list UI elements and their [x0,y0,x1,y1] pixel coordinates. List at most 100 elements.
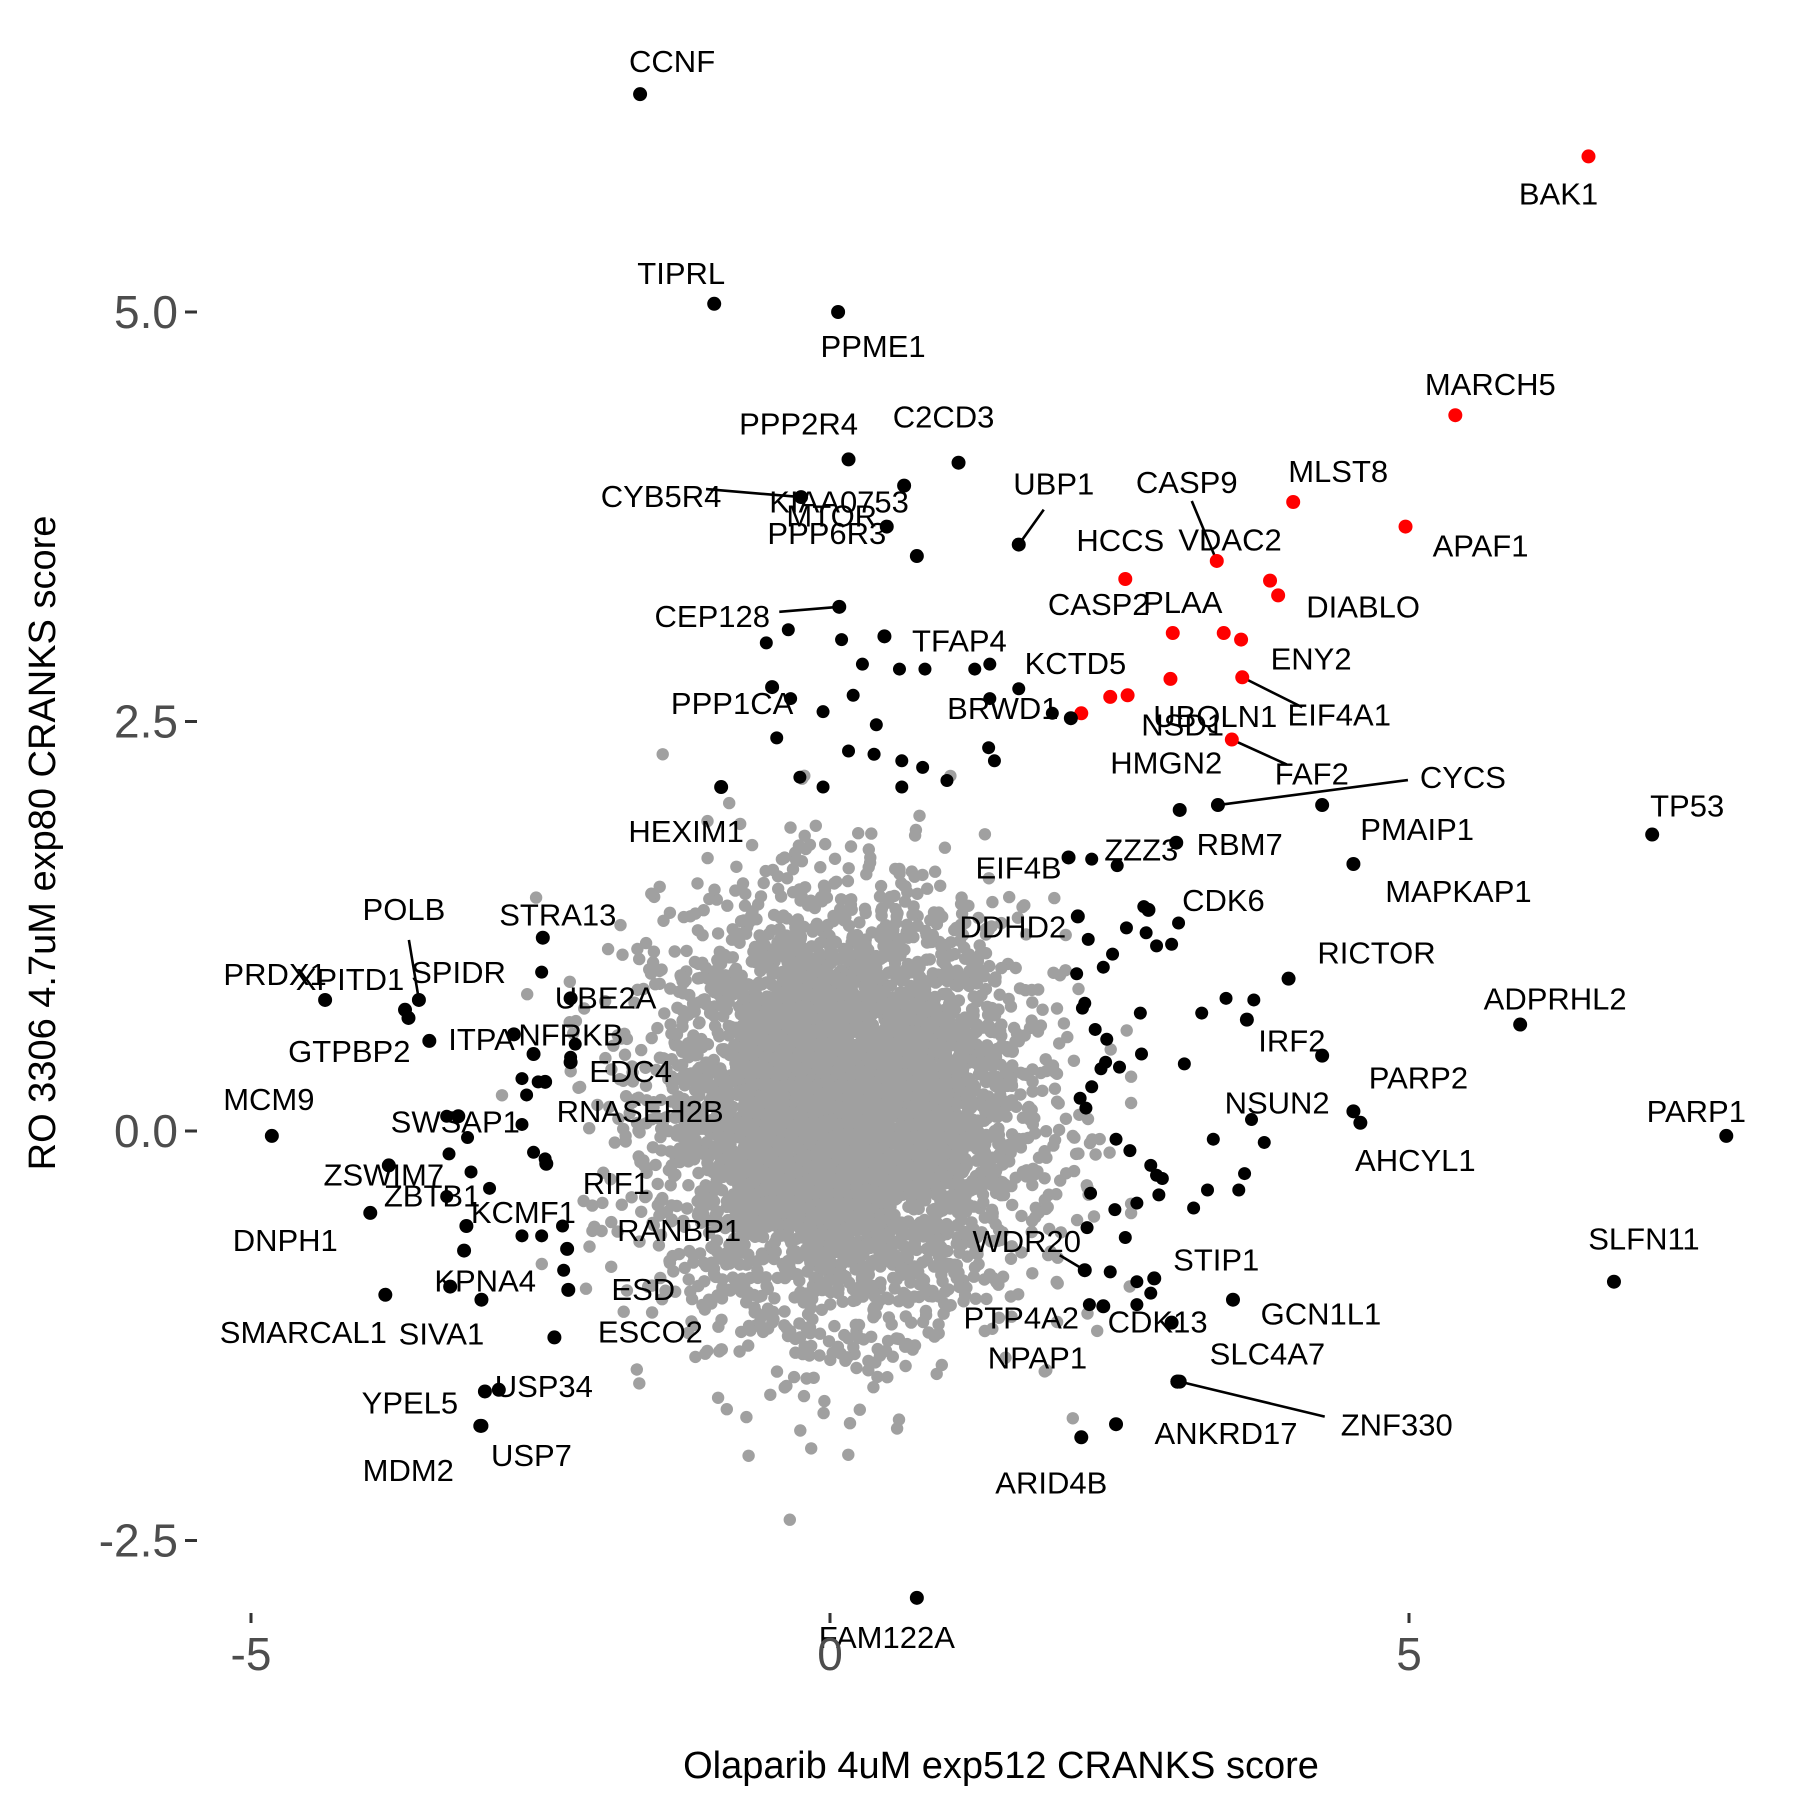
cloud-point [682,1273,695,1286]
cloud-point [895,944,908,957]
cloud-point [943,1221,956,1234]
cloud-point [744,1324,757,1337]
cloud-point [790,1086,803,1100]
cloud-point [962,1139,975,1152]
cloud-point [786,1245,799,1259]
cloud-point [874,879,888,893]
cloud-point [929,991,942,1005]
cloud-point [650,1063,663,1077]
cloud-point [774,1174,787,1187]
cloud-point [778,1381,791,1394]
cloud-point [671,1001,684,1014]
cloud-point [953,1149,967,1162]
cloud-point [734,915,748,928]
cloud-point [768,1217,781,1230]
cloud-point [1009,961,1022,975]
cloud-point [773,1124,786,1137]
cloud-point [932,1327,945,1340]
cloud-point [725,1173,738,1186]
cloud-point [828,877,841,890]
cloud-point [885,1318,898,1331]
cloud-point [845,903,858,916]
cloud-point [846,1011,859,1024]
cloud-point [1091,1324,1104,1338]
cloud-point [1022,1107,1035,1120]
cloud-point [640,1189,653,1203]
cloud-point [937,1090,950,1103]
cloud-point [805,1442,818,1455]
cloud-point [797,1296,810,1309]
cloud-point [862,998,876,1012]
cloud-point [691,877,704,890]
cloud-point [611,1225,624,1238]
cloud-point [884,890,897,904]
cloud-point [788,915,801,928]
cloud-point [666,1249,679,1263]
cloud-point [693,1016,706,1029]
cloud-point [954,897,968,911]
cloud-point [790,1120,804,1133]
cloud-point [813,1279,826,1293]
cloud-point [806,925,819,938]
cloud-point [710,1234,724,1247]
cloud-point [639,936,653,950]
cloud-point [938,1257,952,1270]
cloud-point [633,1377,646,1390]
cloud-point [859,952,872,965]
cloud-point [686,997,700,1010]
cloud-point [887,1222,901,1235]
cloud-point [871,1342,884,1356]
cloud-point [855,1271,869,1285]
cloud-point [1014,1088,1027,1101]
cloud-point [958,1051,971,1065]
cloud-point [783,959,797,972]
cloud-point [972,1258,985,1271]
cloud-point [858,1009,872,1023]
cloud-point [861,985,874,998]
cloud-point [765,1022,778,1035]
cloud-point [736,1157,749,1170]
cloud-point [975,1114,988,1128]
cloud-point [874,1276,887,1289]
cloud-point [647,1219,660,1232]
cloud-point [844,1069,858,1082]
cloud-point [999,1351,1012,1364]
cloud-point [958,1225,971,1239]
cloud-point [1025,1014,1038,1027]
cloud-point [938,841,952,854]
cloud-point [832,1271,845,1285]
cloud-point [890,1047,904,1060]
cloud-point [695,1216,708,1230]
cloud-point [898,1056,911,1069]
cloud-point [720,1403,733,1416]
cloud-point [906,908,919,921]
cloud-point [707,1162,720,1176]
cloud-point [784,821,797,834]
cloud-point [671,1099,685,1113]
cloud-point [759,1116,773,1129]
cloud-point [825,936,838,949]
cloud-point [723,1257,736,1270]
cloud-point [1012,1132,1025,1146]
cloud-point [583,1240,596,1253]
cloud-point [820,891,834,904]
cloud-point [1053,969,1067,982]
cloud-point [831,1340,845,1354]
cloud-point [733,1258,746,1271]
cloud-point [535,1257,548,1271]
cloud-point [795,1072,808,1086]
cloud-point [647,945,661,958]
cloud-point [926,928,939,942]
cloud-point [936,1107,949,1120]
cloud-point [691,972,705,985]
cloud-point [687,1119,700,1132]
cloud-point [689,1350,702,1364]
cloud-point [633,1235,646,1248]
cloud-point [929,1178,942,1192]
cloud-point [920,1030,933,1043]
cloud-point [863,1203,876,1216]
cloud-point [975,1226,988,1239]
cloud-point [745,1176,758,1189]
cloud-point [987,1272,1000,1285]
cloud-point [607,1039,620,1052]
